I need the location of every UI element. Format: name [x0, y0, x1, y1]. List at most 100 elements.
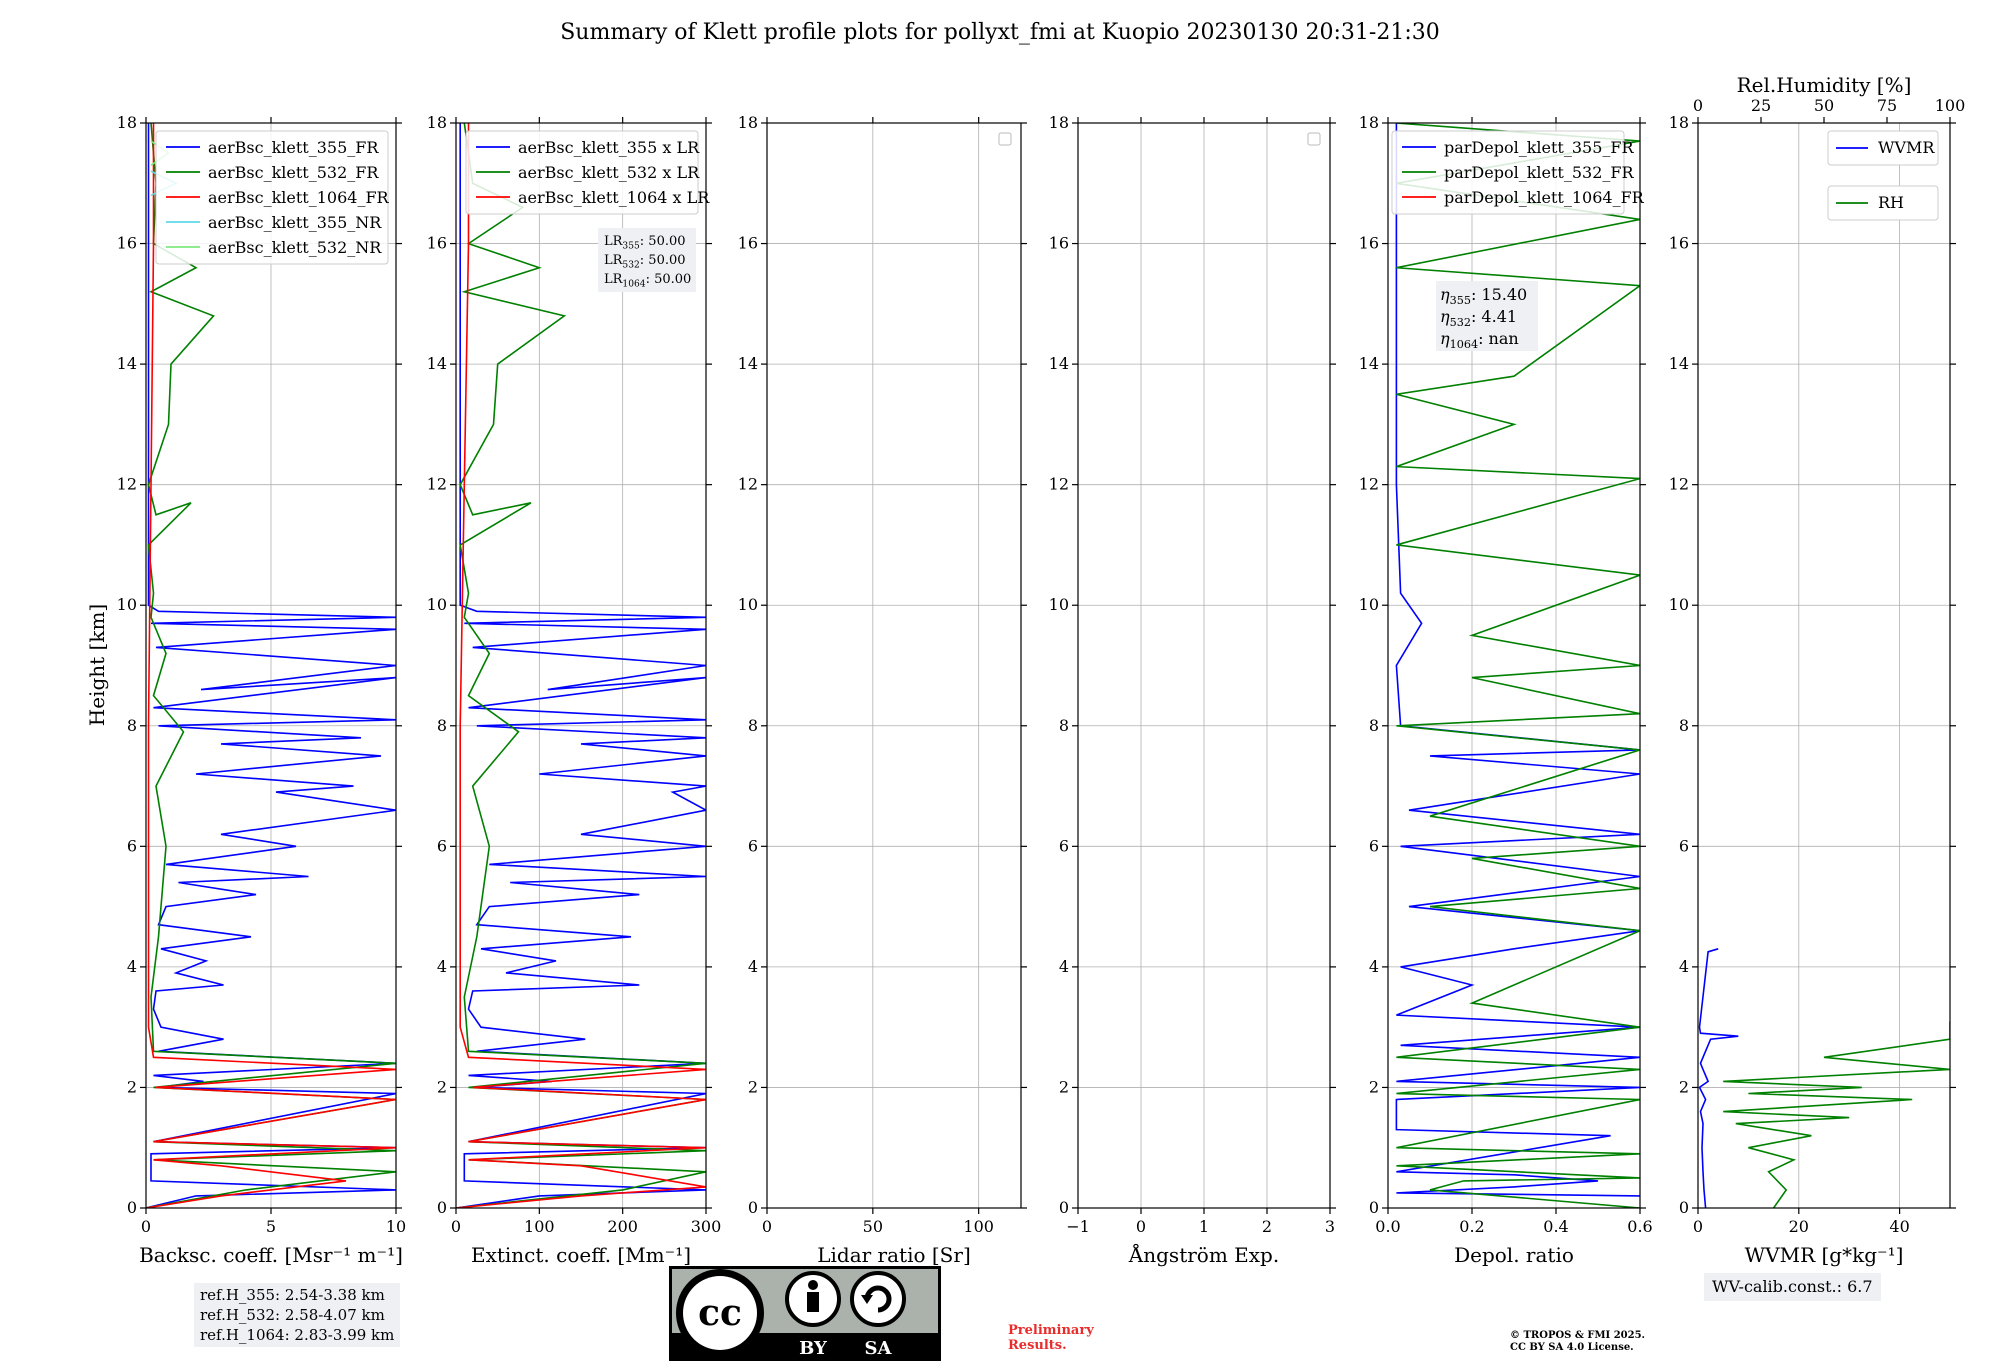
legend-label: aerBsc_klett_355_NR	[208, 213, 382, 232]
legend-label: aerBsc_klett_355 x LR	[518, 138, 700, 157]
y-tick-label: 4	[1369, 957, 1379, 976]
plot-panel-depol: 0 2 4 6 8 10 12 14 16 18 0.0 0.2 0.4 0.6 Depol. ratio p…	[1359, 113, 1653, 1267]
y-tick-label: 6	[1369, 836, 1379, 855]
series-group	[1698, 948, 1950, 1208]
x-tick-label: 0.0	[1375, 1217, 1400, 1236]
y-tick-label: 12	[1049, 475, 1069, 494]
legend-label: RH	[1878, 193, 1904, 212]
series-line-parDepol_klett_532_FR	[1396, 123, 1640, 1208]
legend-box	[1827, 185, 1939, 221]
reference-height-box: ref.H_355: 2.54-3.38 km ref.H_532: 2.58-…	[194, 1283, 401, 1347]
x-tick-label: −1	[1066, 1217, 1090, 1236]
y-tick-label: 14	[1359, 354, 1379, 373]
y-tick-label: 0	[748, 1198, 758, 1217]
y-tick-label: 10	[1669, 595, 1689, 614]
y-tick-label: 2	[1059, 1077, 1069, 1096]
lidar-ratio-annotation-text: LR1064: 50.00	[604, 272, 691, 289]
by-icon-head	[808, 1280, 818, 1290]
eta-annotation-text: η1064: nan	[1440, 329, 1519, 351]
x-axis-label: Ångström Exp.	[1128, 1242, 1279, 1267]
eta-annotation-text: η532: 4.41	[1440, 307, 1517, 329]
x-tick-label: 40	[1889, 1217, 1909, 1236]
x-tick-label: 0	[762, 1217, 772, 1236]
y-tick-label: 16	[427, 234, 447, 253]
x-tick-label: 1	[1199, 1217, 1209, 1236]
copyright-note: © TROPOS & FMI 2025. CC BY SA 4.0 Licens…	[1510, 1330, 1730, 1354]
x-tick-label: 20	[1789, 1217, 1809, 1236]
sa-icon-arrow	[861, 1295, 873, 1304]
y-tick-label: 2	[127, 1077, 137, 1096]
sa-icon	[850, 1271, 906, 1327]
legend-box	[1827, 130, 1939, 166]
y-tick-label: 6	[748, 836, 758, 855]
y-tick-label: 18	[117, 113, 137, 132]
x-axis-label: Depol. ratio	[1454, 1243, 1574, 1267]
axes-frame	[1387, 122, 1641, 1209]
y-tick-label: 10	[738, 595, 758, 614]
legend-label: aerBsc_klett_532_NR	[208, 238, 382, 257]
axes-frame	[766, 122, 1022, 1209]
y-tick-label: 6	[127, 836, 137, 855]
y-tick-label: 2	[437, 1077, 447, 1096]
figure-title: Summary of Klett profile plots for polly…	[560, 20, 1440, 45]
legend-label: parDepol_klett_1064_FR	[1444, 188, 1645, 207]
y-tick-label: 18	[427, 113, 447, 132]
top-axis-label: Rel.Humidity [%]	[1737, 73, 1912, 97]
series-group	[146, 123, 396, 1208]
cc-circle-inner	[683, 1276, 757, 1350]
y-tick-label: 16	[1049, 234, 1069, 253]
top-axis-tick-label: 0	[1693, 96, 1703, 115]
y-tick-label: 6	[1679, 836, 1689, 855]
series-group	[456, 123, 706, 1208]
x-axis-label: Extinct. coeff. [Mm⁻¹]	[471, 1243, 691, 1267]
empty-legend-box	[1307, 132, 1321, 146]
y-tick-label: 4	[1679, 957, 1689, 976]
ref-height-532: ref.H_532: 2.58-4.07 km	[200, 1306, 385, 1324]
y-tick-label: 8	[437, 716, 447, 735]
sa-icon-arc	[864, 1285, 892, 1313]
y-axis-label: Height [km]	[85, 604, 109, 726]
series-line-WVMR	[1698, 948, 1739, 1208]
eta-annotation-box	[1436, 281, 1538, 351]
x-axis-label: Backsc. coeff. [Msr⁻¹ m⁻¹]	[139, 1243, 403, 1267]
y-tick-label: 18	[1049, 113, 1069, 132]
y-tick-label: 14	[738, 354, 758, 373]
y-tick-label: 12	[1359, 475, 1379, 494]
x-tick-label: 0.2	[1459, 1217, 1484, 1236]
top-axis-tick-label: 50	[1814, 96, 1834, 115]
y-tick-label: 6	[1059, 836, 1069, 855]
y-tick-label: 8	[748, 716, 758, 735]
preliminary-line-2: Results.	[1008, 1338, 1067, 1353]
copyright-line-1: © TROPOS & FMI 2025.	[1510, 1330, 1646, 1341]
x-tick-label: 100	[963, 1217, 994, 1236]
legend-label: aerBsc_klett_1064_FR	[208, 188, 390, 207]
series-line-RH	[1723, 1021, 1950, 1208]
y-tick-label: 2	[748, 1077, 758, 1096]
y-tick-label: 16	[738, 234, 758, 253]
plot-panel-lr: 0 2 4 6 8 10 12 14 16 18 0 50 100 Lidar ratio [Sr]	[738, 113, 1027, 1267]
y-tick-label: 16	[117, 234, 137, 253]
wv-calib-box: WV-calib.const.: 6.7	[1704, 1273, 1881, 1301]
legend-box	[155, 130, 389, 265]
axes-frame	[455, 122, 707, 1209]
y-tick-label: 2	[1369, 1077, 1379, 1096]
eta-annotation-text: η355: 15.40	[1440, 285, 1527, 307]
series-group	[1395, 123, 1640, 1208]
y-tick-label: 18	[738, 113, 758, 132]
y-tick-label: 14	[117, 354, 137, 373]
y-tick-label: 0	[1059, 1198, 1069, 1217]
lidar-ratio-annotation-text: LR532: 50.00	[604, 253, 686, 270]
y-tick-label: 18	[1669, 113, 1689, 132]
top-axis-tick-label: 25	[1751, 96, 1771, 115]
y-tick-label: 10	[1359, 595, 1379, 614]
x-axis-label: Lidar ratio [Sr]	[817, 1243, 971, 1267]
y-tick-label: 0	[1679, 1198, 1689, 1217]
x-tick-label: 0.6	[1627, 1217, 1652, 1236]
x-tick-label: 200	[607, 1217, 638, 1236]
x-tick-label: 50	[863, 1217, 883, 1236]
x-tick-label: 0.4	[1543, 1217, 1568, 1236]
x-tick-label: 10	[386, 1217, 406, 1236]
y-tick-label: 16	[1669, 234, 1689, 253]
y-tick-label: 4	[127, 957, 137, 976]
